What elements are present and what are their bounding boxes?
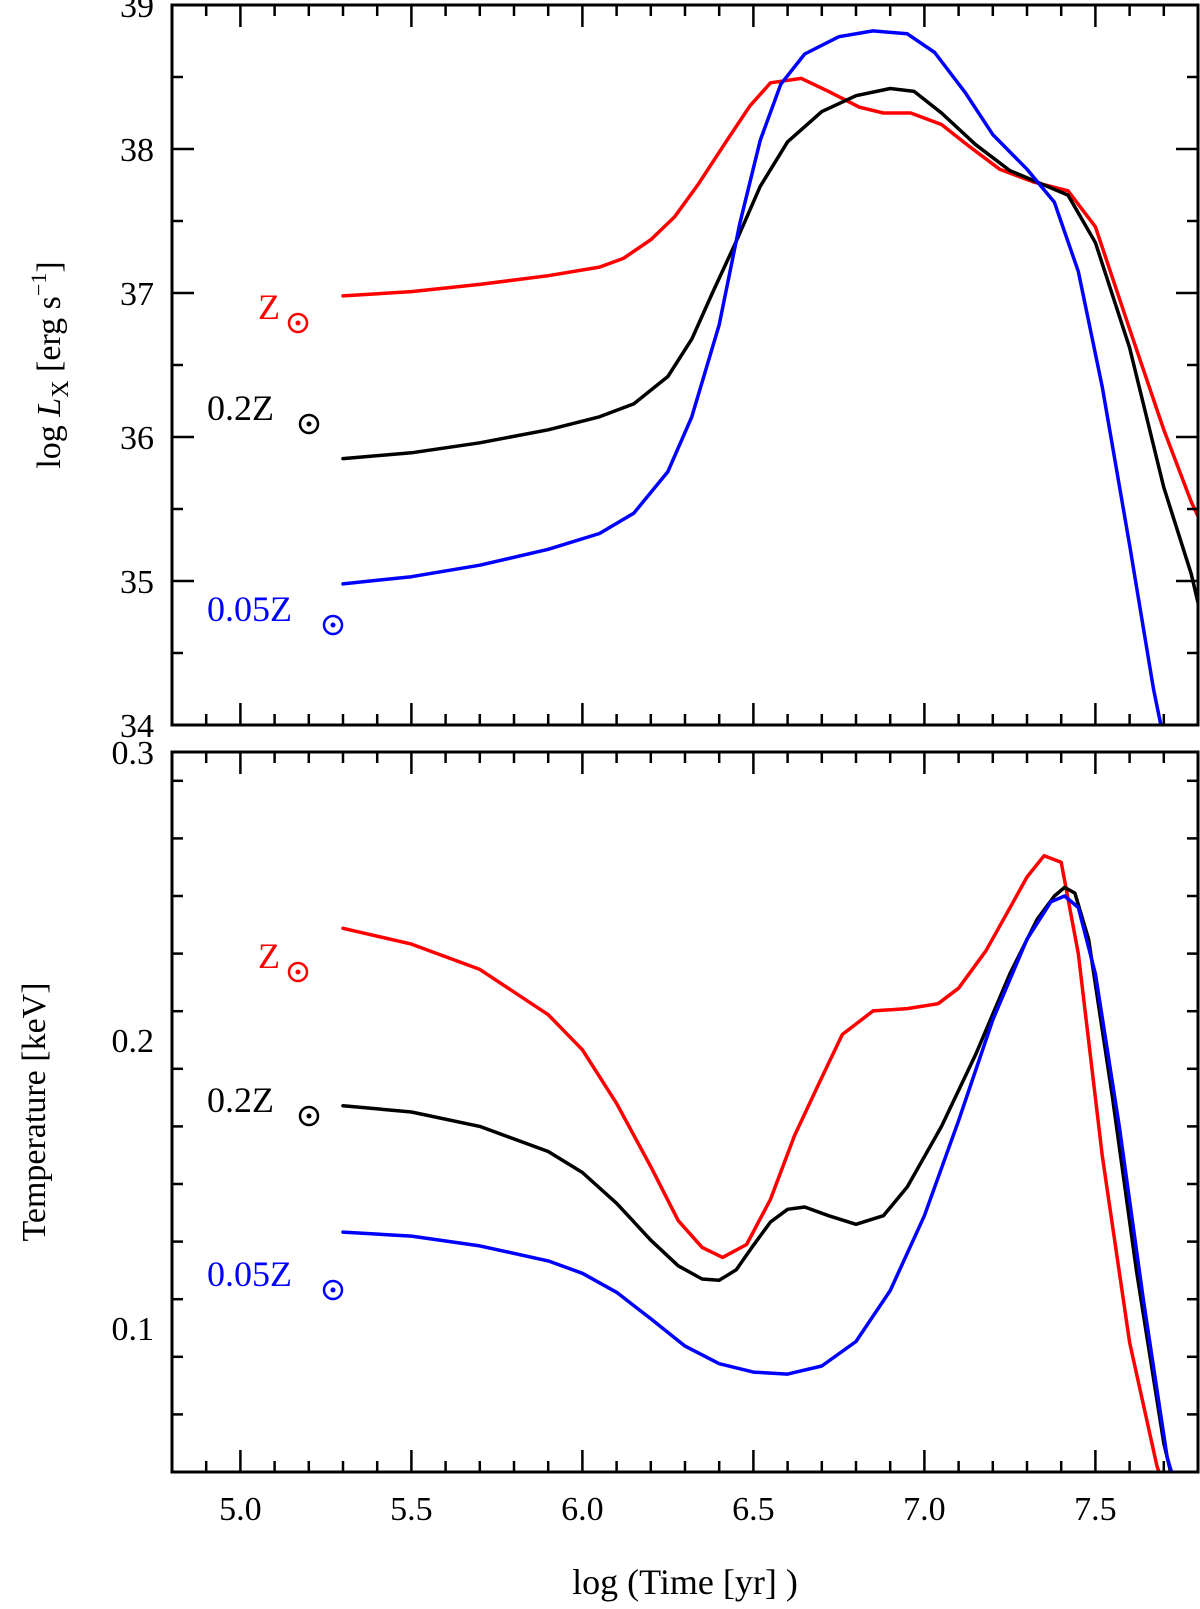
bottom-ytick-label: 0.3: [112, 735, 155, 772]
bottom-panel: 0.1 0.2 0.3 5.0 5.5 6.0 6.5 7.0 7.5 Temperature…: [16, 735, 1200, 1602]
bottom-xtick-label: 6.5: [732, 1491, 775, 1528]
top-series-group: [341, 29, 1198, 725]
bottom-xtick-label: 7.0: [903, 1491, 946, 1528]
top-annotation-zsun: Z: [258, 287, 309, 334]
top-series-line-z-sun: [341, 76, 1198, 518]
top-plot-frame: [170, 3, 1200, 727]
sun-symbol-icon: [287, 312, 309, 334]
top-annotation-005zsun: 0.05Z: [207, 589, 344, 636]
top-ytick-label: 38: [120, 132, 154, 169]
bottom-annotation-02zsun: 0.2Z: [207, 1080, 320, 1127]
bottom-annotation-005zsun-text: 0.05Z: [207, 1254, 292, 1294]
bottom-xtick-label: 6.0: [561, 1491, 604, 1528]
bottom-xtick-labels: 5.0 5.5 6.0 6.5 7.0 7.5: [219, 1491, 1117, 1528]
bottom-annotation-005zsun: 0.05Z: [207, 1254, 344, 1301]
sun-symbol-icon: [287, 961, 309, 983]
bottom-series-line-z-sun: [341, 853, 1161, 1472]
bottom-ticks-group: [172, 752, 1198, 1472]
top-panel: 34 35 36 37 38 39 log LX [erg s−1] Z 0.2Z 0.0…: [26, 0, 1200, 745]
bottom-ytick-labels: 0.1 0.2 0.3: [112, 735, 155, 1348]
top-ytick-label: 39: [120, 0, 154, 25]
sun-symbol-icon: [322, 1279, 344, 1301]
bottom-xlabel: log (Time [yr] ): [572, 1562, 798, 1602]
top-annotation-005zsun-text: 0.05Z: [207, 589, 292, 629]
top-annotation-zsun-text: Z: [258, 287, 280, 327]
bottom-ylabel: Temperature [keV]: [16, 982, 53, 1241]
top-ytick-labels: 34 35 36 37 38 39: [120, 0, 154, 745]
bottom-ytick-label: 0.2: [112, 1023, 155, 1060]
top-ytick-label: 35: [120, 564, 154, 601]
top-annotation-02zsun-text: 0.2Z: [207, 388, 274, 428]
top-series-line-0-05z-sun: [341, 29, 1163, 725]
top-ticks-group: [172, 5, 1198, 725]
sun-symbol-icon: [322, 614, 344, 636]
bottom-annotation-zsun-text: Z: [258, 936, 280, 976]
top-ytick-label: 34: [120, 708, 154, 745]
sun-symbol-icon: [298, 1105, 320, 1127]
top-ylabel: log LX [erg s−1]: [26, 261, 74, 468]
bottom-xtick-label: 5.0: [219, 1491, 262, 1528]
bottom-series-line-0-2z-sun: [341, 885, 1173, 1472]
top-annotation-02zsun: 0.2Z: [207, 388, 320, 435]
bottom-series-group: [341, 853, 1174, 1472]
bottom-annotation-zsun: Z: [258, 936, 309, 983]
top-ytick-label: 37: [120, 276, 154, 313]
bottom-ytick-label: 0.1: [112, 1311, 155, 1348]
bottom-xtick-label: 7.5: [1074, 1491, 1117, 1528]
bottom-annotation-02zsun-text: 0.2Z: [207, 1080, 274, 1120]
bottom-series-line-0-05z-sun: [341, 894, 1174, 1472]
sun-symbol-icon: [298, 413, 320, 435]
bottom-plot-frame: [170, 750, 1200, 1474]
bottom-xtick-label: 5.5: [390, 1491, 433, 1528]
top-series-line-0-2z-sun: [341, 86, 1198, 605]
top-ytick-label: 36: [120, 420, 154, 457]
